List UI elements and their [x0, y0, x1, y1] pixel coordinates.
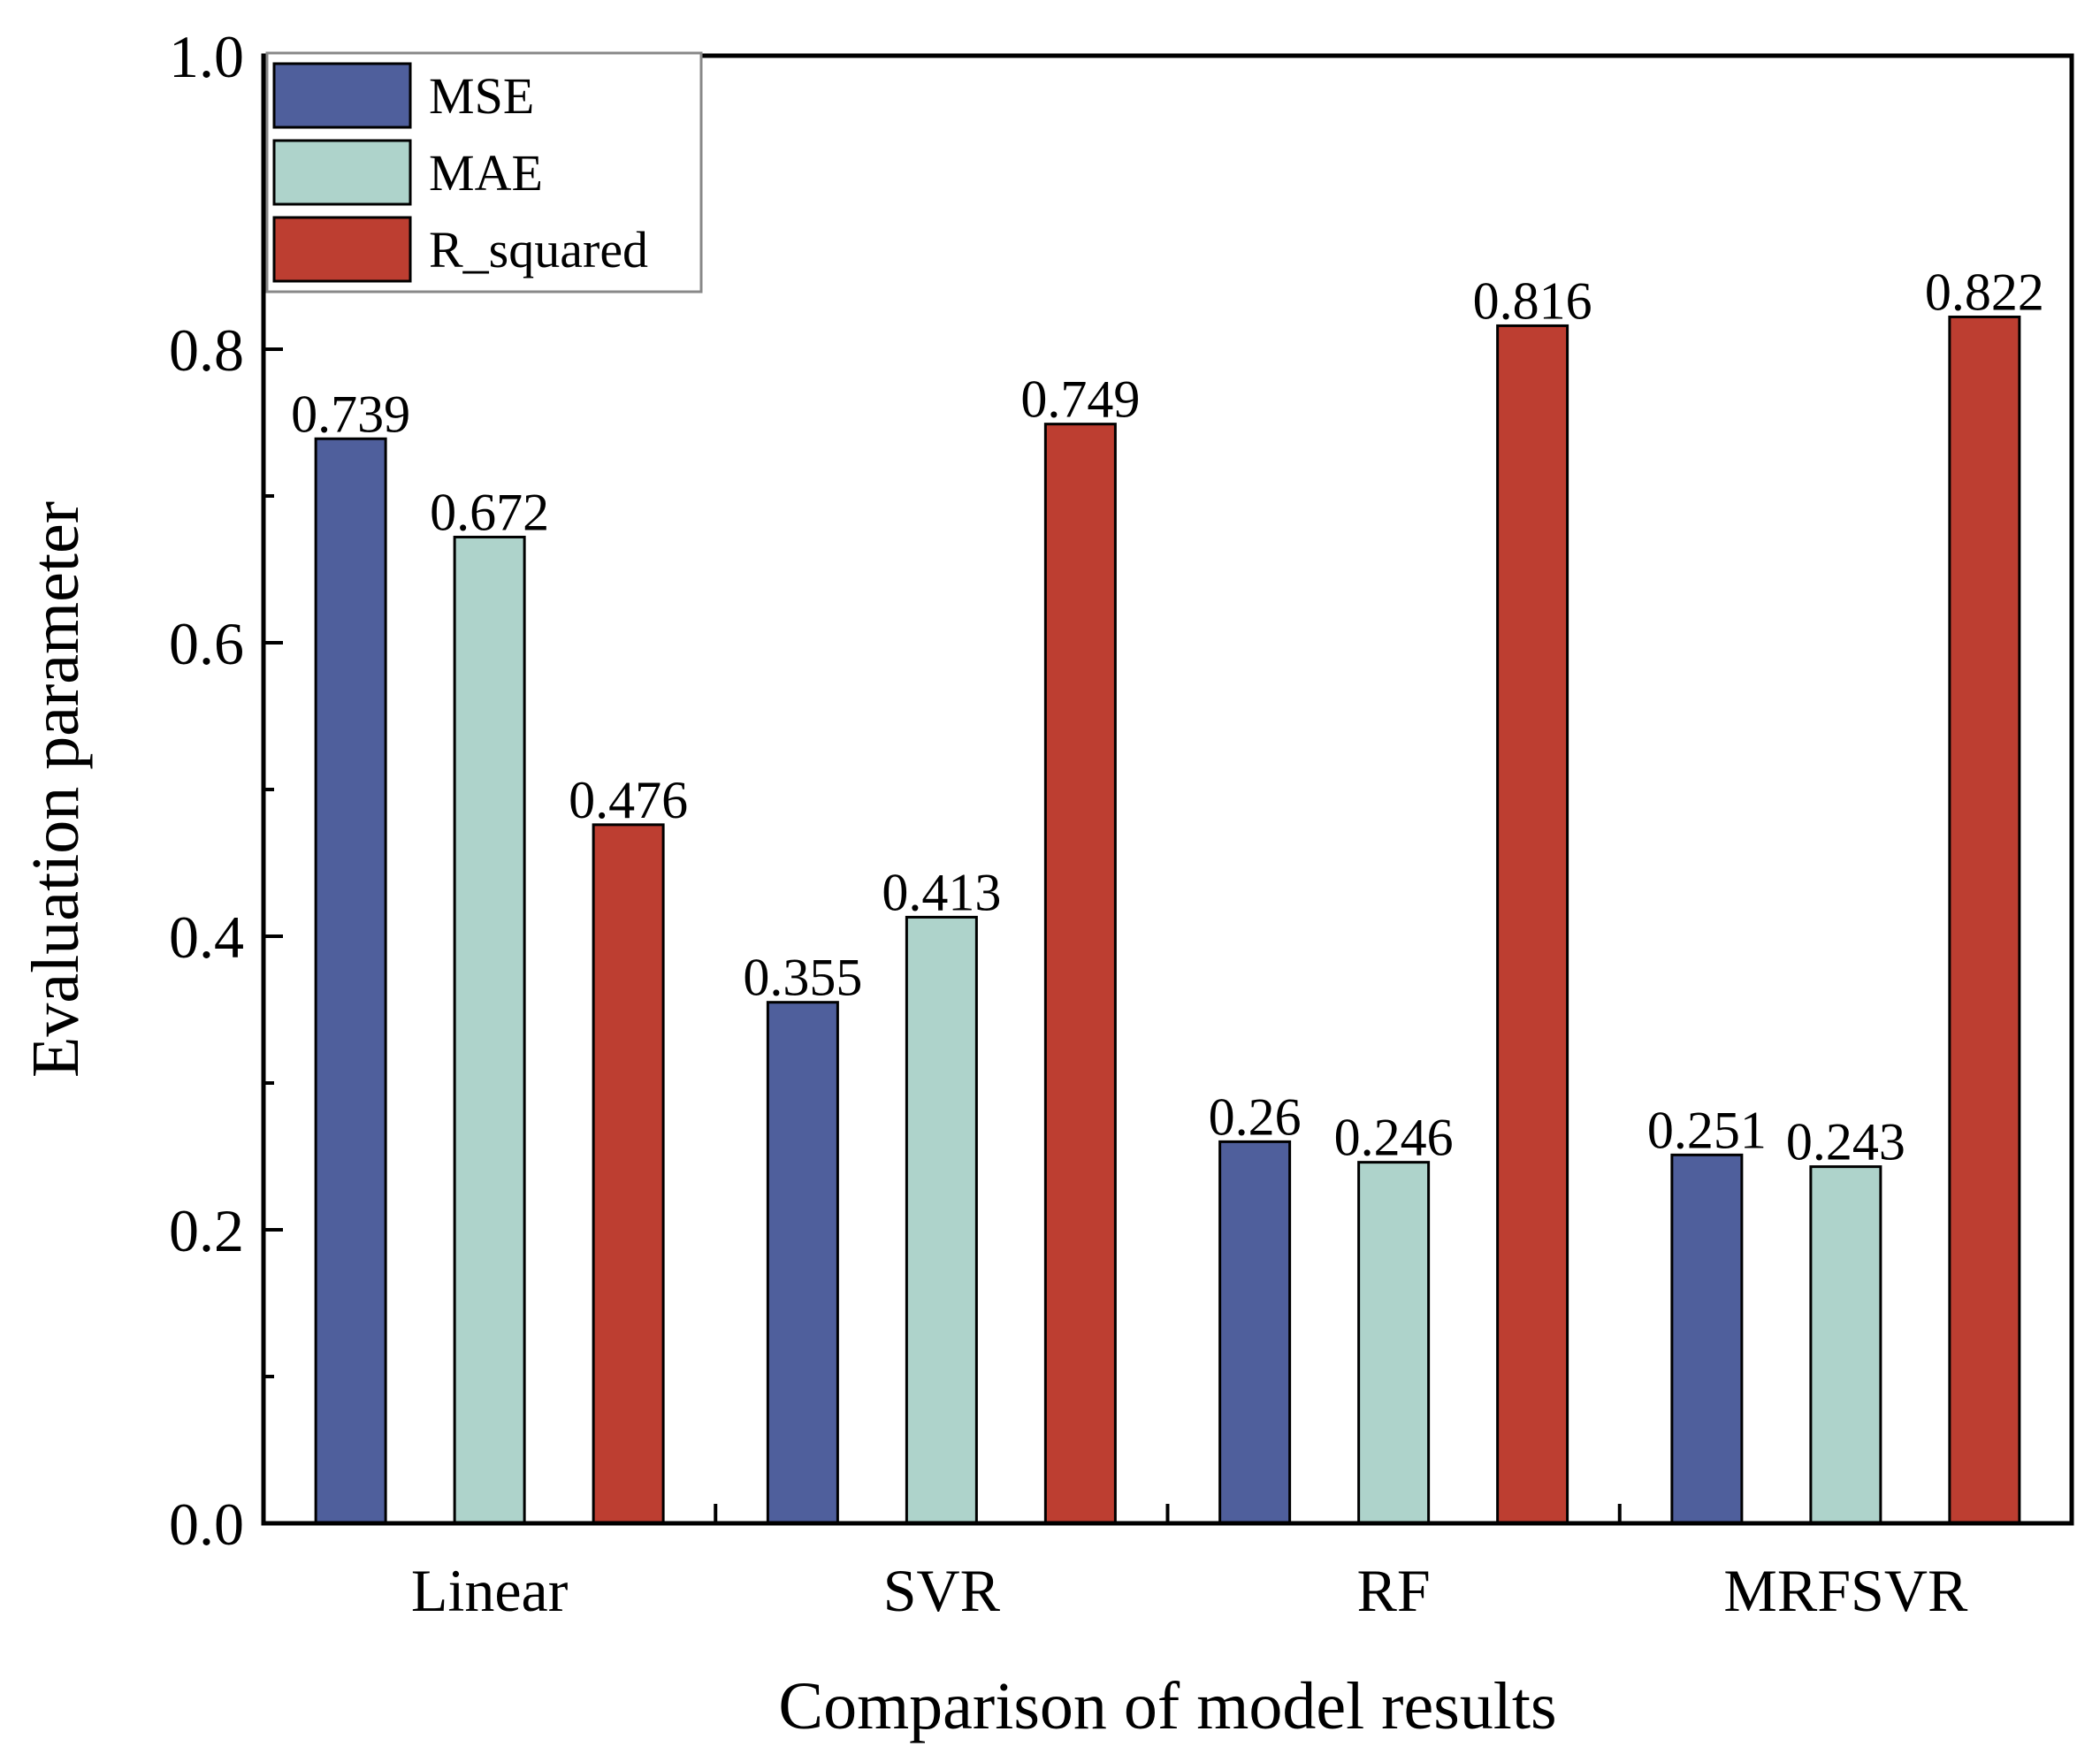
x-category-label: Linear	[411, 1557, 569, 1624]
bar-mse	[766, 1001, 839, 1525]
bar-r-squared	[1043, 423, 1117, 1525]
legend: MSE MAE R_squared	[265, 51, 703, 294]
legend-swatch	[272, 216, 412, 283]
y-tick-label: 0.6	[169, 610, 244, 677]
data-label: 0.243	[1786, 1113, 1905, 1171]
x-category-label: MRFSVR	[1723, 1557, 1968, 1624]
bar-mae	[1357, 1161, 1431, 1525]
data-label: 0.739	[291, 385, 410, 443]
bars-layer	[314, 315, 2021, 1525]
ticks-layer: 0.0 0.2 0.4 0.6 0.8 1.0 Linear SVR RF MRFSVR	[169, 23, 1968, 1624]
bar-r-squared	[1496, 324, 1569, 1525]
data-label: 0.26	[1209, 1087, 1302, 1146]
legend-label: R_squared	[429, 221, 648, 278]
legend-swatch	[272, 139, 412, 206]
bar-mae	[905, 915, 978, 1525]
y-tick-label: 1.0	[169, 23, 244, 90]
data-label: 0.355	[743, 949, 862, 1007]
data-label: 0.816	[1473, 271, 1592, 330]
bar-mse	[1218, 1140, 1292, 1525]
bar-mse	[314, 437, 387, 1525]
bar-mae	[453, 535, 526, 1525]
bar-r-squared	[1948, 315, 2021, 1525]
bar-r-squared	[592, 823, 665, 1525]
legend-label: MAE	[429, 144, 543, 202]
y-tick-label: 0.4	[169, 904, 244, 971]
data-label: 0.749	[1020, 370, 1140, 429]
data-label: 0.413	[882, 863, 1001, 921]
x-axis-title: Comparison of model results	[778, 1669, 1556, 1743]
data-label: 0.476	[569, 771, 688, 829]
x-category-label: SVR	[883, 1557, 1001, 1624]
data-labels-layer: 0.739 0.672 0.476 0.355 0.413 0.749 0.26 0.246 0…	[291, 263, 2044, 1171]
data-label: 0.251	[1647, 1101, 1767, 1159]
y-axis-title: Evaluation parameter	[19, 501, 93, 1078]
x-category-label: RF	[1357, 1557, 1431, 1624]
legend-swatch	[272, 62, 412, 129]
data-label: 0.246	[1334, 1109, 1454, 1167]
data-label: 0.672	[430, 483, 549, 541]
y-tick-label: 0.8	[169, 317, 244, 384]
bar-mse	[1670, 1153, 1744, 1525]
bar-mae	[1809, 1165, 1882, 1525]
data-label: 0.822	[1925, 263, 2044, 321]
y-tick-label: 0.0	[169, 1491, 244, 1558]
y-tick-label: 0.2	[169, 1197, 244, 1264]
legend-label: MSE	[429, 67, 534, 125]
